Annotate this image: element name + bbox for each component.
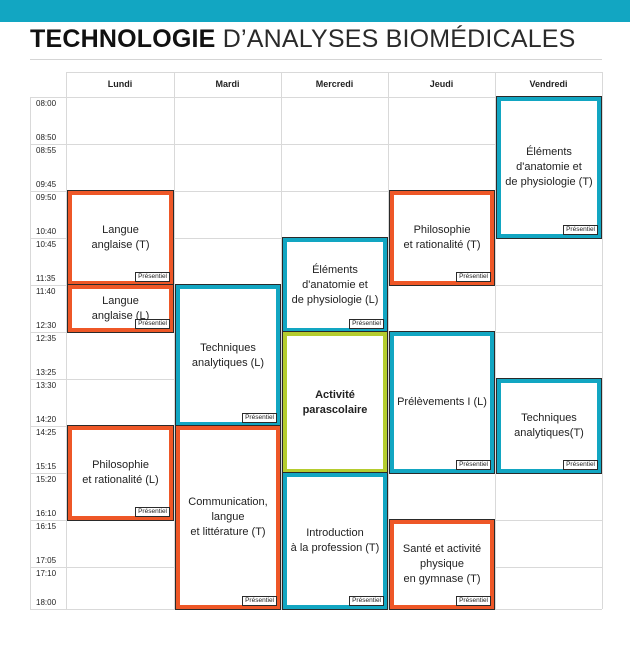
course-block[interactable]: Prélèvements I (L) Présentiel <box>389 331 495 474</box>
time-label: 08:00 <box>36 99 57 108</box>
presentiel-badge: Présentiel <box>563 225 598 235</box>
time-label: 17:05 <box>36 556 57 565</box>
presentiel-badge: Présentiel <box>456 596 491 606</box>
course-name: Introduction à la profession (T) <box>290 527 380 554</box>
course-name: Santé et activité physique en gymnase (T… <box>402 543 482 585</box>
course-name: Communication, langue et littérature (T) <box>188 496 268 538</box>
time-label: 14:25 <box>36 428 57 437</box>
time-label: 15:15 <box>36 462 57 471</box>
time-label: 11:40 <box>36 287 56 296</box>
grid-line-row <box>30 191 602 192</box>
time-label: 10:40 <box>36 227 57 236</box>
course-block[interactable]: Activité parascolaire <box>282 331 388 474</box>
grid-line-col <box>174 72 175 609</box>
course-block[interactable]: Techniques analytiques (L) Présentiel <box>175 284 281 427</box>
course-block[interactable]: Philosophie et rationalité (L) Présentiel <box>67 425 174 521</box>
time-label: 11:35 <box>36 274 56 283</box>
presentiel-badge: Présentiel <box>135 272 170 282</box>
grid-line-header-top <box>66 72 602 73</box>
time-label: 09:45 <box>36 180 57 189</box>
grid-line-col <box>66 72 67 609</box>
grid-line-row <box>30 144 602 145</box>
presentiel-badge: Présentiel <box>349 319 384 329</box>
time-label: 17:10 <box>36 569 57 578</box>
grid-line-col <box>495 72 496 609</box>
time-label: 12:30 <box>36 321 57 330</box>
presentiel-badge: Présentiel <box>135 319 170 329</box>
course-name: Langue anglaise (T) <box>91 224 150 251</box>
course-name: Philosophie et rationalité (L) <box>82 459 159 486</box>
presentiel-badge: Présentiel <box>456 460 491 470</box>
day-header-lundi: Lundi <box>107 79 133 89</box>
course-name: Philosophie et rationalité (T) <box>403 224 481 251</box>
time-label: 12:35 <box>36 334 57 343</box>
course-name: Activité parascolaire <box>302 388 368 416</box>
time-label: 18:00 <box>36 598 57 607</box>
time-label: 15:20 <box>36 475 57 484</box>
grid-line-col <box>602 72 603 609</box>
course-name: Langue anglaise (L) <box>91 294 150 322</box>
presentiel-badge: Présentiel <box>242 413 277 423</box>
time-label: 16:10 <box>36 509 57 518</box>
presentiel-badge: Présentiel <box>242 596 277 606</box>
time-label: 08:50 <box>36 133 57 142</box>
course-name: Éléments d'anatomie et de physiologie (T… <box>505 146 593 188</box>
course-name: Prélèvements I (L) <box>397 396 487 408</box>
title-program: TECHNOLOGIE <box>30 25 216 53</box>
course-block[interactable]: Philosophie et rationalité (T) Présentiel <box>389 190 495 286</box>
time-label: 10:45 <box>36 240 57 249</box>
time-label: 13:30 <box>36 381 57 390</box>
grid-line-time-edge <box>30 97 31 609</box>
day-header-mardi: Mardi <box>215 79 240 89</box>
course-block[interactable]: Langue anglaise (L) Présentiel <box>67 284 174 333</box>
course-block[interactable]: Communication, langue et littérature (T)… <box>175 425 281 610</box>
day-header-mercredi: Mercredi <box>315 79 354 89</box>
presentiel-badge: Présentiel <box>563 460 598 470</box>
course-name: Techniques analytiques(T) <box>514 412 584 439</box>
time-label: 13:25 <box>36 368 57 377</box>
presentiel-badge: Présentiel <box>456 272 491 282</box>
title-divider <box>30 59 602 60</box>
day-header-vendredi: Vendredi <box>529 79 568 89</box>
time-label: 16:15 <box>36 522 57 531</box>
page-title: TECHNOLOGIE D’ANALYSES BIOMÉDICALES <box>30 24 576 54</box>
time-label: 09:50 <box>36 193 57 202</box>
course-block[interactable]: Éléments d'anatomie et de physiologie (L… <box>282 237 388 333</box>
grid-line-col <box>388 72 389 609</box>
course-name: Éléments d'anatomie et de physiologie (L… <box>291 263 379 306</box>
top-banner <box>0 0 630 22</box>
grid-line-row <box>30 97 602 98</box>
course-block[interactable]: Éléments d'anatomie et de physiologie (T… <box>496 96 602 239</box>
course-block[interactable]: Introduction à la profession (T) Présenti… <box>282 472 388 610</box>
course-block[interactable]: Techniques analytiques(T) Présentiel <box>496 378 602 474</box>
presentiel-badge: Présentiel <box>135 507 170 517</box>
day-header-jeudi: Jeudi <box>429 79 454 89</box>
course-block[interactable]: Langue anglaise (T) Présentiel <box>67 190 174 286</box>
presentiel-badge: Présentiel <box>349 596 384 606</box>
course-name: Techniques analytiques (L) <box>191 341 265 369</box>
time-label: 14:20 <box>36 415 57 424</box>
title-subject: D’ANALYSES BIOMÉDICALES <box>215 25 576 53</box>
time-label: 08:55 <box>36 146 57 155</box>
grid-line-col <box>281 72 282 609</box>
course-block[interactable]: Santé et activité physique en gymnase (T… <box>389 519 495 610</box>
